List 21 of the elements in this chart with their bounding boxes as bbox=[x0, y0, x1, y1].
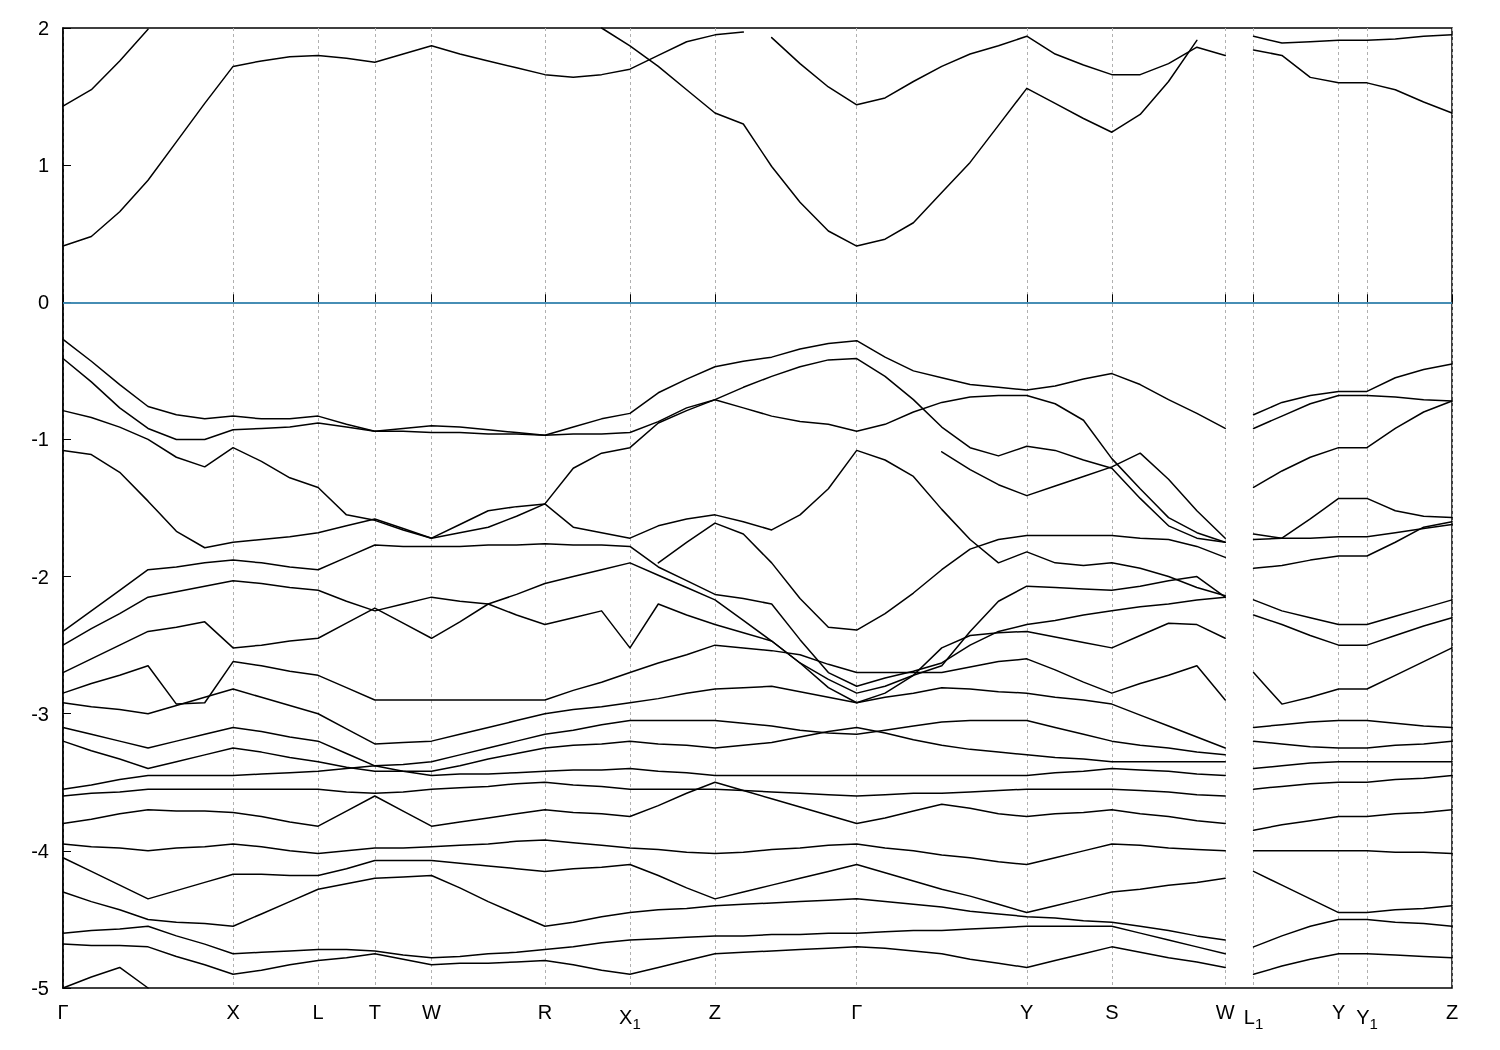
y-tick-label: 1 bbox=[37, 154, 49, 177]
x-tick-label: T bbox=[368, 1001, 381, 1023]
x-tick-label: Y bbox=[1020, 1001, 1034, 1023]
x-tick-label: X bbox=[226, 1001, 240, 1023]
x-tick-label: L bbox=[312, 1001, 324, 1023]
y-tick-label: -1 bbox=[31, 428, 49, 451]
y-tick-label: -2 bbox=[31, 565, 49, 588]
x-tick-label: Z bbox=[1445, 1001, 1459, 1023]
y-tick-label: -5 bbox=[31, 977, 49, 999]
x-tick-label: Y bbox=[1331, 1001, 1346, 1023]
x-tick-label: R bbox=[537, 1001, 553, 1023]
x-tick-label: Γ bbox=[57, 1001, 69, 1023]
y-tick-label: 2 bbox=[37, 17, 49, 39]
y-tick-label: 0 bbox=[37, 291, 49, 314]
x-tick-label: W bbox=[422, 1001, 442, 1023]
y-tick-label: -4 bbox=[31, 839, 49, 862]
x-tick-label: W bbox=[1215, 1001, 1235, 1023]
x-tick-label: S bbox=[1105, 1001, 1119, 1023]
x-tick-label: Z bbox=[708, 1001, 722, 1023]
x-tick-label: Γ bbox=[851, 1001, 863, 1023]
y-tick-label: -3 bbox=[31, 702, 49, 725]
